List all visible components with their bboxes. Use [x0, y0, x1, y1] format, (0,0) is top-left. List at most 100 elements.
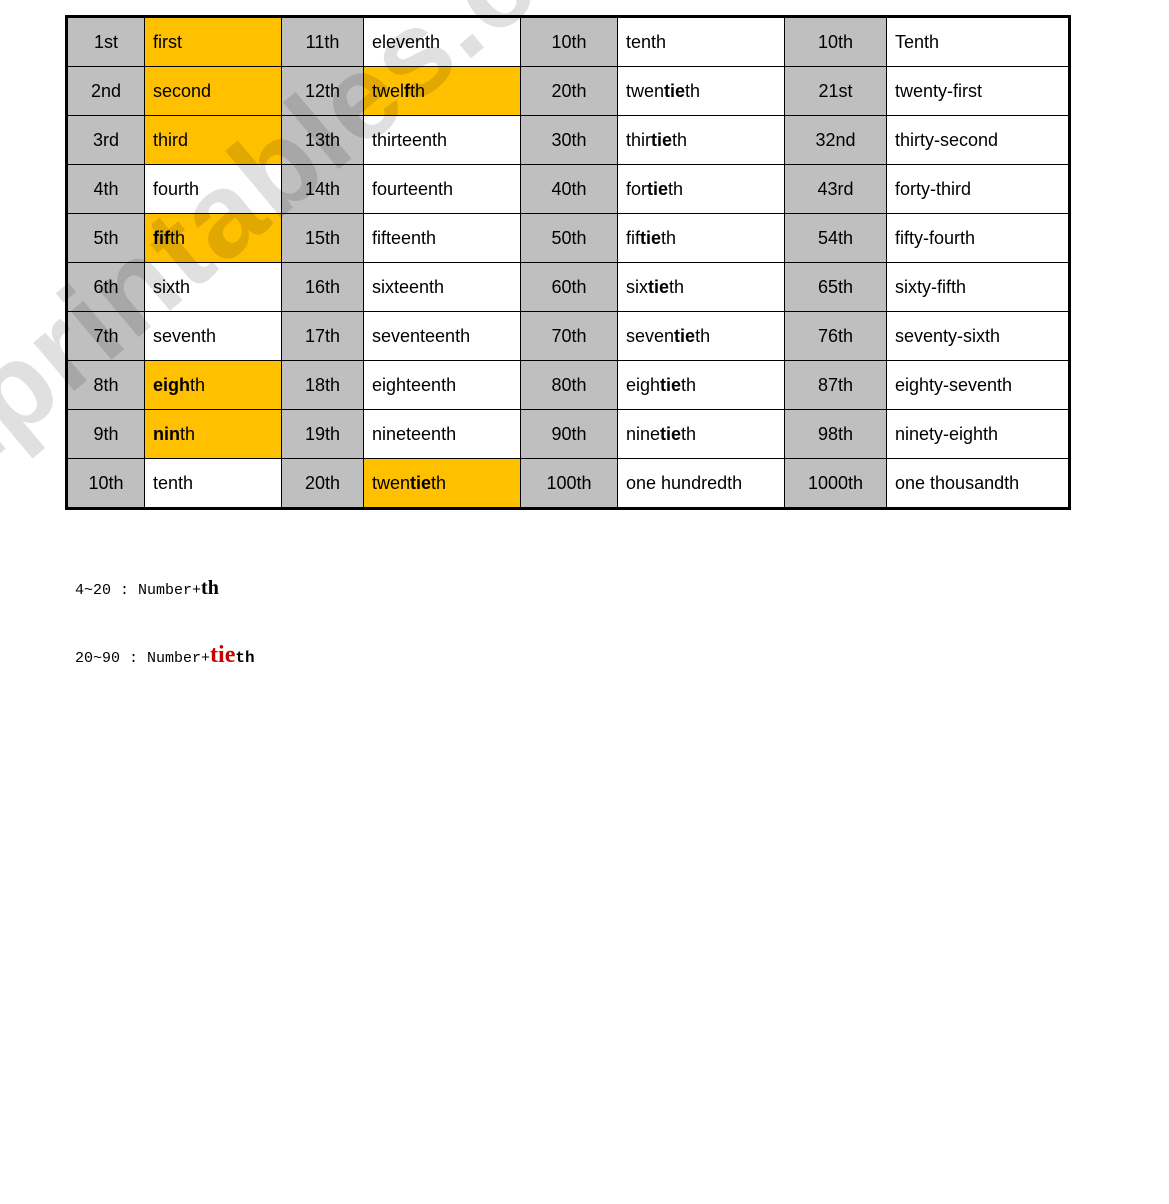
ordinal-number: 1000th — [785, 459, 887, 508]
table-row: 10thtenth20thtwentieth100thone hundredth… — [68, 459, 1069, 508]
ordinal-word: ninety-eighth — [887, 410, 1069, 459]
ordinal-number: 98th — [785, 410, 887, 459]
ordinals-table: 1stfirst11theleventh10thtenth10thTenth2n… — [67, 17, 1069, 508]
table-row: 2ndsecond12thtwelfth20thtwentieth21sttwe… — [68, 67, 1069, 116]
tie-suffix: tie — [210, 642, 235, 668]
ordinal-number: 5th — [68, 214, 145, 263]
ordinal-number: 50th — [521, 214, 618, 263]
ordinal-number: 70th — [521, 312, 618, 361]
range-text: 4~20 — [75, 582, 111, 599]
rule-4-20: 4~20 : Number+th — [75, 560, 255, 616]
ordinal-number: 20th — [282, 459, 364, 508]
ordinal-word: sixth — [145, 263, 282, 312]
ordinal-number: 10th — [68, 459, 145, 508]
label-text: Number+ — [147, 650, 210, 667]
ordinal-number: 12th — [282, 67, 364, 116]
ordinal-word: twelfth — [364, 67, 521, 116]
ordinal-word: fifteenth — [364, 214, 521, 263]
ordinal-number: 80th — [521, 361, 618, 410]
ordinal-word: fifth — [145, 214, 282, 263]
ordinal-number: 54th — [785, 214, 887, 263]
ordinal-word: Tenth — [887, 18, 1069, 67]
ordinal-word: seventieth — [618, 312, 785, 361]
ordinal-number: 6th — [68, 263, 145, 312]
ordinal-word: twentieth — [364, 459, 521, 508]
ordinal-number: 7th — [68, 312, 145, 361]
ordinal-word: twenty-first — [887, 67, 1069, 116]
ordinal-number: 13th — [282, 116, 364, 165]
ordinal-word: fourteenth — [364, 165, 521, 214]
ordinal-word: nineteenth — [364, 410, 521, 459]
ordinal-word: one hundredth — [618, 459, 785, 508]
ordinal-word: seventh — [145, 312, 282, 361]
ordinal-word: thirty-second — [887, 116, 1069, 165]
ordinal-word: tenth — [618, 18, 785, 67]
ordinal-word: tenth — [145, 459, 282, 508]
ordinal-number: 14th — [282, 165, 364, 214]
ordinal-number: 11th — [282, 18, 364, 67]
ordinal-number: 65th — [785, 263, 887, 312]
ordinal-number: 40th — [521, 165, 618, 214]
ordinal-number: 15th — [282, 214, 364, 263]
ordinal-number: 32nd — [785, 116, 887, 165]
ordinal-number: 87th — [785, 361, 887, 410]
ordinal-number: 3rd — [68, 116, 145, 165]
table-row: 9thninth19thnineteenth90thninetieth98thn… — [68, 410, 1069, 459]
ordinal-number: 4th — [68, 165, 145, 214]
ordinal-number: 100th — [521, 459, 618, 508]
ordinal-number: 17th — [282, 312, 364, 361]
table-row: 5thfifth15thfifteenth50thfiftieth54thfif… — [68, 214, 1069, 263]
th-suffix: th — [201, 577, 219, 599]
ordinal-number: 20th — [521, 67, 618, 116]
ordinal-word: fourth — [145, 165, 282, 214]
rule-20-90: 20~90 : Number+tieth — [75, 622, 255, 689]
ordinal-number: 76th — [785, 312, 887, 361]
ordinal-word: fifty-fourth — [887, 214, 1069, 263]
ordinal-word: sixty-fifth — [887, 263, 1069, 312]
ordinal-number: 1st — [68, 18, 145, 67]
table-row: 6thsixth16thsixteenth60thsixtieth65thsix… — [68, 263, 1069, 312]
ordinal-word: ninetieth — [618, 410, 785, 459]
ordinal-number: 8th — [68, 361, 145, 410]
ordinal-number: 19th — [282, 410, 364, 459]
sep-text: : — [120, 650, 147, 667]
th-suffix: th — [235, 649, 254, 667]
ordinal-number: 18th — [282, 361, 364, 410]
table-row: 3rdthird13ththirteenth30ththirtieth32ndt… — [68, 116, 1069, 165]
ordinal-word: twentieth — [618, 67, 785, 116]
ordinal-word: third — [145, 116, 282, 165]
ordinal-number: 10th — [521, 18, 618, 67]
ordinal-word: thirtieth — [618, 116, 785, 165]
ordinal-number: 21st — [785, 67, 887, 116]
rules-notes: 4~20 : Number+th 20~90 : Number+tieth — [75, 560, 255, 695]
ordinal-word: ninth — [145, 410, 282, 459]
ordinal-word: sixteenth — [364, 263, 521, 312]
ordinal-word: sixtieth — [618, 263, 785, 312]
ordinal-number: 43rd — [785, 165, 887, 214]
table-row: 1stfirst11theleventh10thtenth10thTenth — [68, 18, 1069, 67]
ordinal-number: 9th — [68, 410, 145, 459]
table-row: 7thseventh17thseventeenth70thseventieth7… — [68, 312, 1069, 361]
ordinal-number: 10th — [785, 18, 887, 67]
ordinal-word: thirteenth — [364, 116, 521, 165]
ordinal-word: second — [145, 67, 282, 116]
ordinal-number: 2nd — [68, 67, 145, 116]
ordinal-word: eighth — [145, 361, 282, 410]
ordinal-number: 60th — [521, 263, 618, 312]
table-row: 4thfourth14thfourteenth40thfortieth43rdf… — [68, 165, 1069, 214]
sep-text: : — [111, 582, 138, 599]
ordinal-word: first — [145, 18, 282, 67]
ordinal-number: 30th — [521, 116, 618, 165]
ordinal-word: eightieth — [618, 361, 785, 410]
ordinals-table-wrap: 1stfirst11theleventh10thtenth10thTenth2n… — [65, 15, 1071, 510]
ordinal-number: 90th — [521, 410, 618, 459]
range-text: 20~90 — [75, 650, 120, 667]
table-row: 8theighth18theighteenth80theightieth87th… — [68, 361, 1069, 410]
ordinal-word: seventy-sixth — [887, 312, 1069, 361]
ordinal-word: eighteenth — [364, 361, 521, 410]
ordinal-word: one thousandth — [887, 459, 1069, 508]
ordinal-word: fortieth — [618, 165, 785, 214]
label-text: Number+ — [138, 582, 201, 599]
ordinal-number: 16th — [282, 263, 364, 312]
ordinal-word: eighty-seventh — [887, 361, 1069, 410]
